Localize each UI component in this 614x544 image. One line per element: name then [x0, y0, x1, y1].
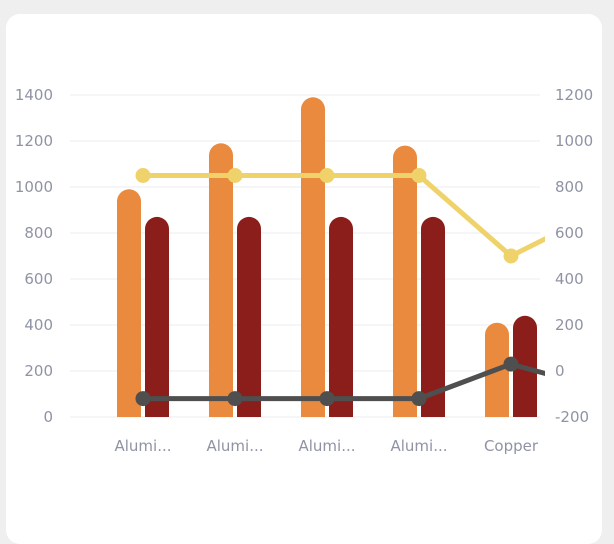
right-axis-tick-label: -200 [555, 408, 589, 426]
right-axis-tick-label: 0 [555, 362, 565, 380]
left-axis-tick-label: 0 [43, 408, 53, 426]
bar [301, 97, 325, 418]
bar [393, 145, 417, 417]
left-axis-tick-label: 800 [24, 224, 53, 242]
bar [209, 143, 233, 417]
line-point [411, 168, 427, 183]
line-point [135, 391, 151, 407]
line-point [411, 391, 427, 407]
bar [421, 216, 446, 417]
left-axis-tick-label: 600 [24, 270, 53, 288]
right-axis-tick-label: 1200 [555, 86, 593, 104]
left-axis-tick-label: 1000 [15, 178, 53, 196]
series-line-group [140, 361, 545, 402]
line-point [319, 391, 335, 407]
bar [237, 216, 261, 417]
series-line [140, 361, 545, 402]
left-axis-tick-label: 1400 [15, 86, 53, 104]
line-point [227, 168, 243, 183]
x-axis-tick-label: Alumi... [298, 437, 355, 455]
right-axis-tick-label: 1000 [555, 132, 593, 150]
series-line [140, 173, 545, 259]
right-axis-tick-label: 200 [555, 316, 584, 334]
line-point [135, 168, 151, 183]
left-axis-tick-label: 200 [24, 362, 53, 380]
x-axis-tick-label: Copper [484, 437, 539, 455]
left-axis-tick-label: 400 [24, 316, 53, 334]
right-axis-tick-label: 400 [555, 270, 584, 288]
line-point [503, 356, 519, 372]
line-point [503, 248, 519, 264]
left-axis-tick-label: 1200 [15, 132, 53, 150]
line-point [227, 391, 243, 407]
combo-chart: 0 200 400 600 800 1000 1200 1400 -200 0 200 400 600 8… [15, 86, 593, 455]
line-point [319, 168, 335, 183]
x-axis-tick-label: Alumi... [114, 437, 171, 455]
right-axis-tick-label: 600 [555, 224, 584, 242]
bar [329, 216, 353, 417]
right-axis-tick-label: 800 [555, 178, 584, 196]
bar [145, 216, 169, 417]
bar [117, 189, 141, 417]
x-axis-tick-label: Alumi... [206, 437, 263, 455]
x-axis-tick-label: Alumi... [390, 437, 447, 455]
series-line-group [140, 173, 545, 259]
